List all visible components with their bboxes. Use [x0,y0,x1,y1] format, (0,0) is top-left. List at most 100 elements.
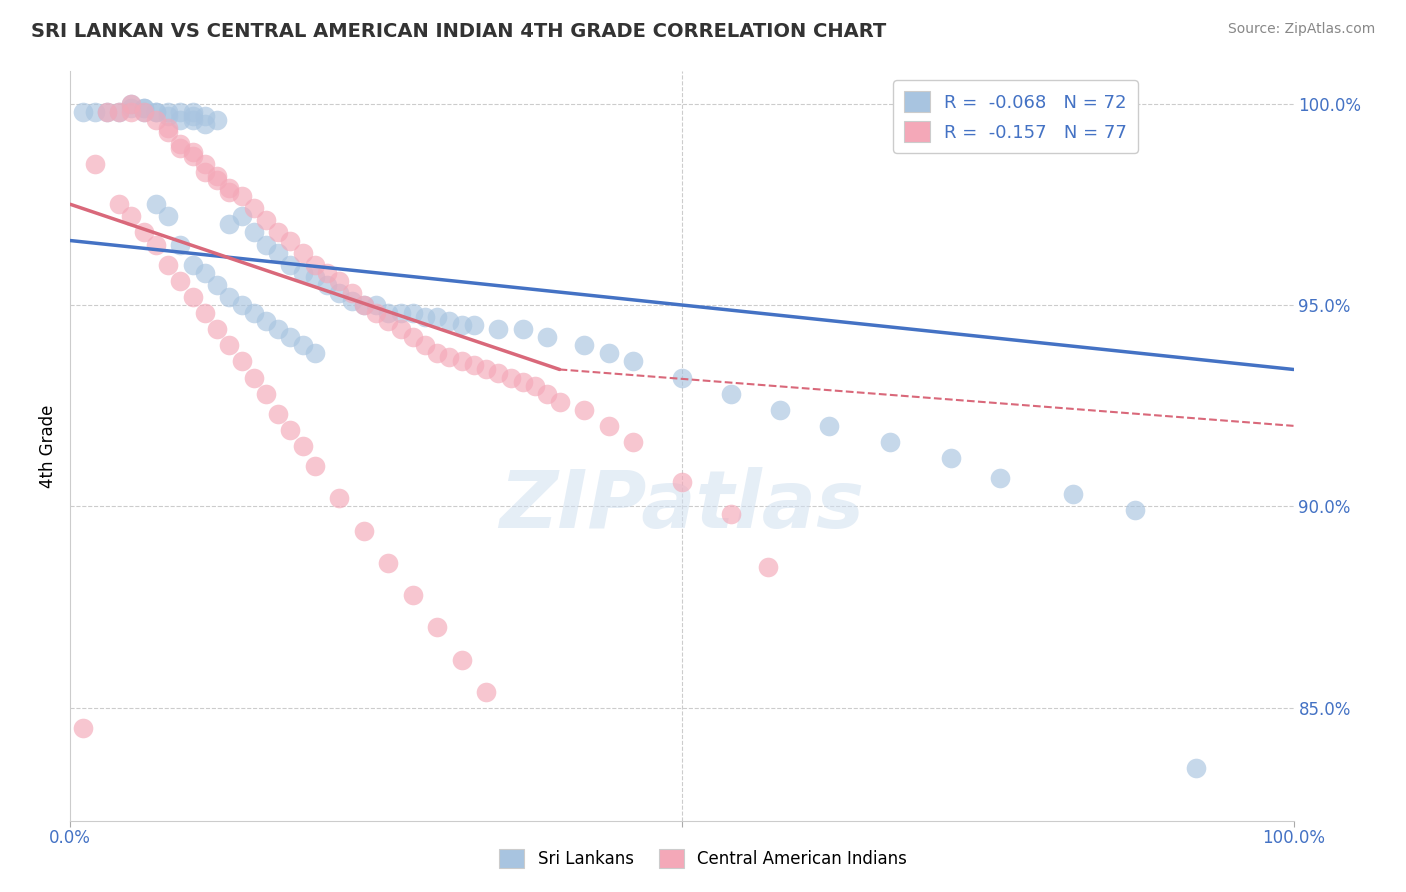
Point [1184,761,1206,775]
Point [353,524,375,538]
Point [413,310,436,324]
Point [280,234,302,248]
Text: ZIPatlas: ZIPatlas [499,467,865,545]
Point [181,104,204,119]
Point [328,491,350,506]
Point [181,149,204,163]
Point [463,318,485,333]
Point [231,298,253,312]
Point [879,434,901,449]
Point [328,285,350,300]
Point [181,109,204,123]
Point [756,559,779,574]
Text: Source: ZipAtlas.com: Source: ZipAtlas.com [1227,22,1375,37]
Point [83,104,105,119]
Point [108,197,131,211]
Point [108,104,131,119]
Point [572,402,595,417]
Point [720,386,742,401]
Point [291,245,314,260]
Point [181,258,204,272]
Point [439,314,461,328]
Point [328,274,350,288]
Point [157,258,180,272]
Text: SRI LANKAN VS CENTRAL AMERICAN INDIAN 4TH GRADE CORRELATION CHART: SRI LANKAN VS CENTRAL AMERICAN INDIAN 4T… [31,22,886,41]
Point [169,112,191,127]
Legend: Sri Lankans, Central American Indians: Sri Lankans, Central American Indians [492,842,914,875]
Point [243,306,266,320]
Legend: R =  -0.068   N = 72, R =  -0.157   N = 77: R = -0.068 N = 72, R = -0.157 N = 77 [893,80,1137,153]
Point [254,213,277,227]
Point [389,306,412,320]
Point [205,277,228,292]
Point [267,322,290,336]
Point [280,258,302,272]
Point [132,226,155,240]
Point [769,402,792,417]
Point [402,306,425,320]
Point [231,210,253,224]
Point [304,269,326,284]
Point [512,375,534,389]
Point [389,322,412,336]
Point [169,237,191,252]
Point [194,266,217,280]
Point [145,237,167,252]
Point [280,330,302,344]
Point [377,556,399,570]
Point [366,298,388,312]
Point [231,189,253,203]
Point [121,210,143,224]
Point [524,378,547,392]
Point [205,169,228,183]
Point [83,157,105,171]
Point [243,202,266,216]
Y-axis label: 4th Grade: 4th Grade [39,404,58,488]
Point [157,210,180,224]
Point [254,314,277,328]
Point [72,721,94,735]
Point [145,112,167,127]
Point [598,418,620,433]
Point [169,141,191,155]
Point [548,394,571,409]
Point [218,185,240,199]
Point [463,359,485,373]
Point [377,314,399,328]
Point [205,322,228,336]
Point [121,101,143,115]
Point [720,508,742,522]
Point [96,104,118,119]
Point [340,285,363,300]
Point [157,120,180,135]
Point [817,418,839,433]
Point [205,173,228,187]
Point [450,354,472,368]
Point [340,293,363,308]
Point [1123,503,1146,517]
Point [280,423,302,437]
Point [377,306,399,320]
Point [145,104,167,119]
Point [316,277,339,292]
Point [243,226,266,240]
Point [181,290,204,304]
Point [402,588,425,602]
Point [108,104,131,119]
Point [439,351,461,365]
Point [939,451,962,466]
Point [353,298,375,312]
Point [218,338,240,352]
Point [621,434,644,449]
Point [267,407,290,421]
Point [536,330,558,344]
Point [218,290,240,304]
Point [304,258,326,272]
Point [598,346,620,360]
Point [243,370,266,384]
Point [536,386,558,401]
Point [121,104,143,119]
Point [169,274,191,288]
Point [267,226,290,240]
Point [426,310,449,324]
